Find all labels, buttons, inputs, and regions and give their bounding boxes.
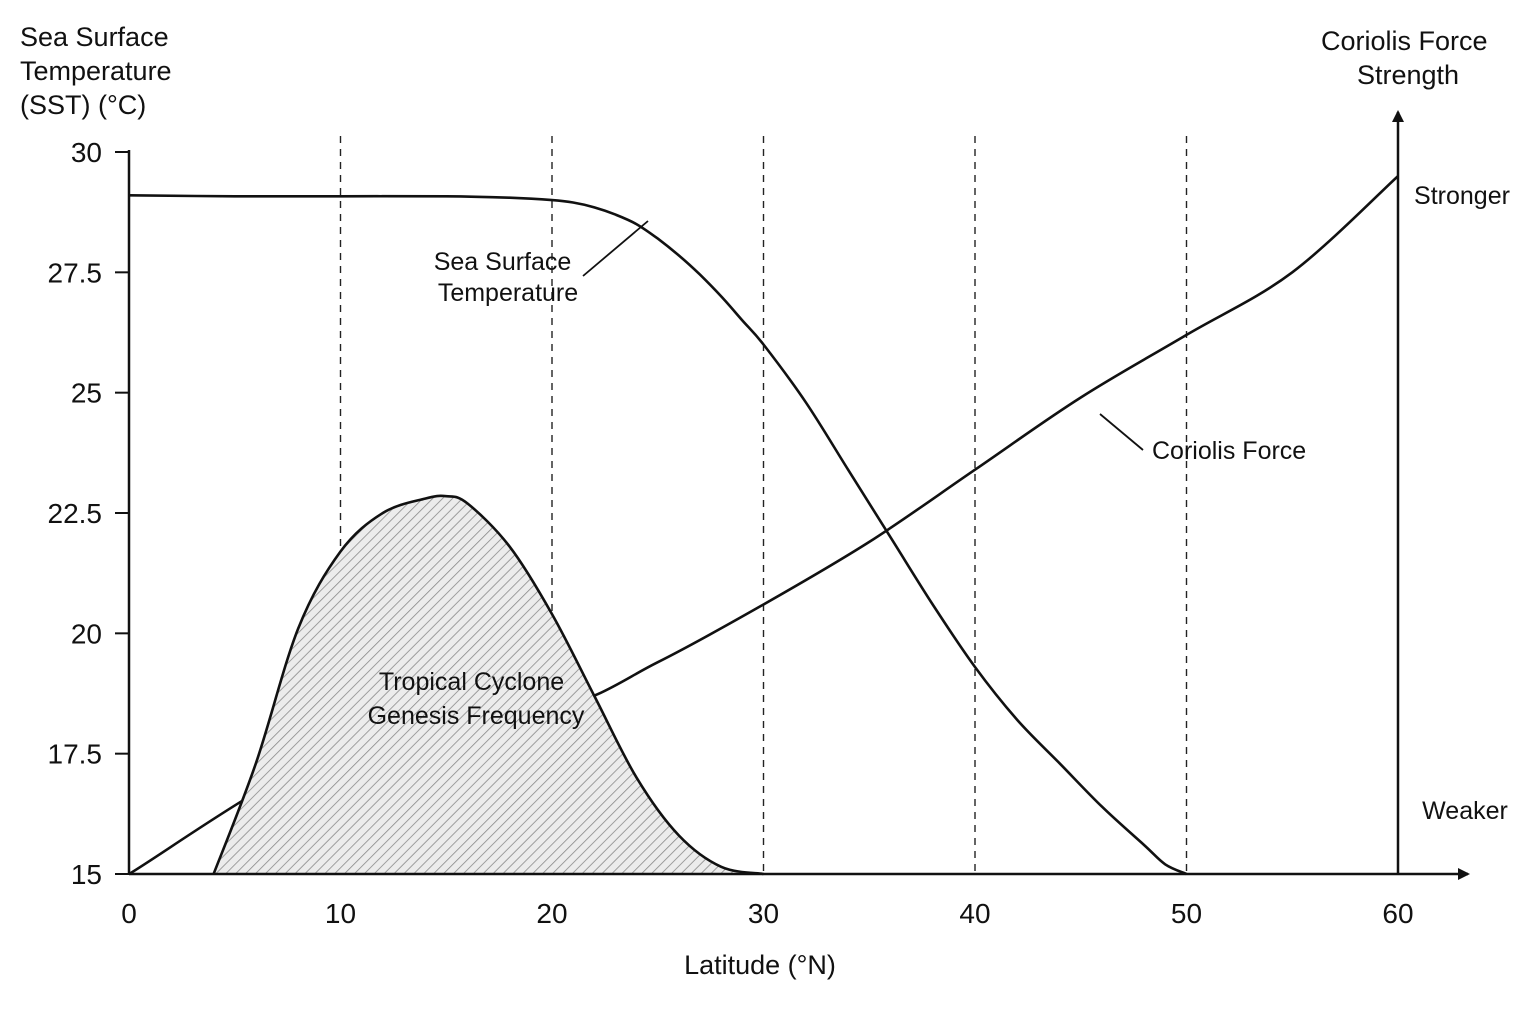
x-tick-label: 50 <box>1171 898 1202 929</box>
genesis-curve-label-line: Genesis Frequency <box>368 702 585 730</box>
y-axis-left-title-line: Temperature <box>20 56 172 86</box>
sst-curve-label-line: Sea Surface <box>434 248 572 276</box>
y-axis-left-title: Sea Surface Temperature (SST) (°C) <box>20 22 179 120</box>
y-tick-label: 25 <box>71 378 102 409</box>
coriolis-label-leader <box>1099 413 1144 451</box>
genesis-curve-label-line: Tropical Cyclone <box>379 668 564 696</box>
y-tick-label: 20 <box>71 618 102 649</box>
x-tick-label: 60 <box>1382 898 1413 929</box>
x-tick-label: 10 <box>325 898 356 929</box>
tropical-cyclone-genesis-frequency-line <box>212 494 764 876</box>
x-axis-title: Latitude (°N) <box>684 950 836 980</box>
x-tick-label: 30 <box>748 898 779 929</box>
y-axis-right-title-line: Coriolis Force <box>1321 26 1488 56</box>
sea-surface-temperature-line <box>128 194 1188 876</box>
y-axis-left-title-line: (SST) (°C) <box>20 90 146 120</box>
y-axis-left-title-line: Sea Surface <box>20 22 169 52</box>
sst-curve-label-line: Temperature <box>438 279 578 307</box>
x-tick-label: 0 <box>121 898 137 929</box>
y-axis-right-title-line: Strength <box>1357 60 1459 90</box>
y-axis-right-top-label: Stronger <box>1414 182 1510 210</box>
y-tick-label: 30 <box>71 137 102 168</box>
series-layer <box>128 175 1399 876</box>
coriolis-curve-label: Coriolis Force <box>1152 437 1306 465</box>
y-axis-right-title: Coriolis Force Strength <box>1321 26 1495 90</box>
x-tick-label: 20 <box>536 898 567 929</box>
y-tick-label: 22.5 <box>48 498 103 529</box>
tropical-cyclone-genesis-frequency-area <box>213 495 764 874</box>
y-tick-label: 27.5 <box>48 257 103 288</box>
sst-curve-label: Sea Surface Temperature <box>434 248 579 307</box>
y-tick-label: 17.5 <box>48 739 103 770</box>
y-axis-right-bottom-label: Weaker <box>1422 797 1508 825</box>
x-tick-label: 40 <box>959 898 990 929</box>
y-tick-label: 15 <box>71 859 102 890</box>
genesis-curve-label: Tropical Cyclone Genesis Frequency <box>368 668 585 730</box>
ticks: 15 17.5 20 22.5 25 27.5 30 0 10 20 30 40 50 60 <box>48 137 1414 929</box>
sst-label-leader <box>582 220 649 277</box>
